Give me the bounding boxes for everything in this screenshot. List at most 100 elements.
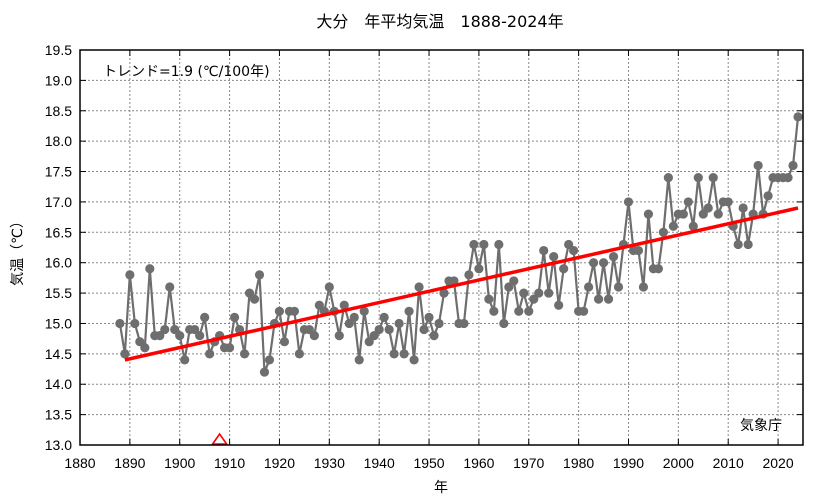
data-point	[205, 349, 215, 359]
data-point	[474, 264, 484, 274]
data-point	[588, 258, 599, 268]
data-point	[120, 349, 130, 359]
y-tick-label: 19.0	[45, 72, 72, 88]
data-point	[339, 300, 349, 310]
data-point	[374, 324, 384, 335]
y-tick-label: 14.5	[45, 346, 72, 362]
data-point	[608, 252, 619, 262]
data-point	[519, 288, 529, 298]
trend-layer	[124, 206, 799, 362]
data-point	[544, 288, 554, 298]
data-point	[663, 173, 673, 183]
data-point	[653, 264, 664, 274]
data-point	[788, 160, 798, 171]
data-point	[414, 282, 424, 292]
x-tick-label: 1960	[463, 455, 494, 471]
data-point	[489, 306, 499, 316]
x-tick-label: 1950	[413, 455, 444, 471]
x-tick-label: 1980	[563, 455, 594, 471]
data-point	[180, 355, 190, 365]
data-point	[259, 367, 270, 377]
data-point	[678, 209, 688, 219]
marker-layer	[211, 432, 229, 445]
y-tick-label: 13.0	[45, 437, 72, 453]
data-point	[449, 276, 459, 286]
data-point	[404, 306, 414, 316]
x-tick-label: 1920	[264, 455, 295, 471]
data-point	[569, 245, 579, 256]
data-point	[379, 312, 389, 322]
data-point	[529, 294, 539, 304]
data-point	[668, 221, 678, 231]
data-point	[130, 318, 140, 329]
data-point	[638, 282, 649, 292]
data-point	[464, 270, 474, 280]
data-point	[733, 239, 743, 250]
data-point	[793, 112, 803, 122]
data-point	[763, 191, 773, 201]
x-tick-label: 1900	[164, 455, 195, 471]
data-point	[229, 312, 240, 322]
y-axis: 13.0 13.5 14.0 14.5 15.0 15.5 16.0 16.5 17.0 17.5…	[45, 42, 803, 453]
y-axis-label: 気温（℃）	[10, 214, 26, 286]
data-point	[264, 355, 275, 365]
data-point	[613, 282, 624, 292]
data-point	[369, 331, 379, 341]
data-point	[165, 282, 175, 292]
data-point	[593, 294, 604, 304]
data-point	[539, 245, 549, 256]
data-point	[434, 318, 444, 329]
data-point	[753, 160, 763, 171]
data-point	[658, 227, 668, 237]
y-tick-label: 15.0	[45, 315, 72, 331]
data-point	[309, 331, 319, 341]
data-point	[399, 349, 409, 359]
data-point	[429, 331, 439, 341]
data-point	[459, 318, 469, 329]
data-point	[140, 343, 150, 353]
data-point	[693, 173, 703, 183]
data-point	[559, 264, 569, 274]
y-tick-label: 18.5	[45, 103, 72, 119]
trend-annotation: トレンド=1.9 (℃/100年)	[103, 64, 270, 80]
y-tick-label: 13.5	[45, 407, 72, 423]
data-point	[424, 312, 434, 322]
data-point	[723, 197, 733, 207]
data-point	[583, 282, 594, 292]
data-point	[743, 239, 753, 250]
data-point	[554, 300, 564, 310]
data-point	[479, 239, 489, 250]
data-point	[125, 270, 135, 280]
x-tick-label: 2000	[663, 455, 694, 471]
data-point	[683, 197, 693, 207]
data-point	[738, 203, 748, 213]
data-point	[389, 349, 399, 359]
data-point	[344, 318, 354, 329]
data-point	[549, 252, 559, 262]
data-point	[304, 324, 314, 335]
data-point	[598, 258, 609, 268]
data-point	[713, 209, 723, 219]
data-point	[504, 282, 514, 292]
data-point	[623, 197, 634, 207]
data-point	[175, 331, 185, 341]
chart-title: 大分 年平均気温 1888-2024年	[316, 12, 563, 31]
data-point	[439, 288, 449, 298]
y-tick-label: 19.5	[45, 42, 72, 58]
data-point	[688, 221, 698, 231]
y-tick-label: 18.0	[45, 133, 72, 149]
data-point	[135, 337, 145, 347]
y-tick-label: 16.0	[45, 255, 72, 271]
data-point	[324, 282, 334, 292]
data-point	[155, 331, 165, 341]
data-point	[419, 324, 429, 335]
y-tick-label: 16.5	[45, 224, 72, 240]
x-tick-label: 1990	[613, 455, 644, 471]
plot-frame	[79, 49, 804, 446]
data-point	[170, 324, 180, 335]
data-point	[279, 337, 290, 347]
data-point	[195, 331, 205, 341]
data-point	[409, 355, 419, 365]
data-point	[703, 203, 713, 213]
